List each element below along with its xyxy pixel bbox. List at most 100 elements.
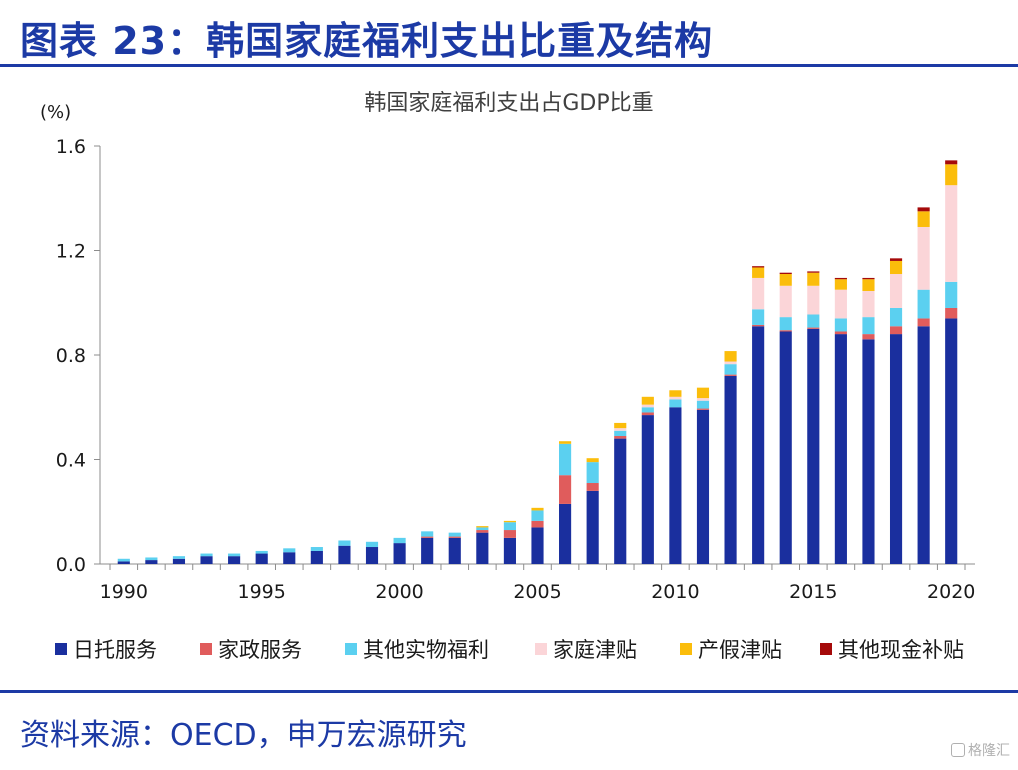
bar-segment-6 [807,271,820,273]
bar-segment-2 [752,324,765,327]
bar-segment-1 [283,552,296,564]
legend-label: 其他实物福利 [363,638,489,662]
bar-segment-3 [310,547,323,551]
bar-segment-6 [862,277,875,280]
bar-segment-1 [889,334,903,564]
x-tick-label: 2010 [651,581,699,603]
x-axis-ticks: 1990 1995 2000 2005 2010 2015 2020 [100,564,975,603]
legend-swatch [680,643,692,655]
y-axis-ticks: 0.0 0.4 0.8 1.2 1.6 [56,136,100,576]
bar-segment-1 [503,537,516,564]
bar-segment-5 [889,260,903,275]
bar-segment-3 [807,314,820,328]
bar-segment-1 [641,415,654,564]
bar-segment-4 [917,226,930,290]
bar-segment-4 [889,274,903,308]
legend: 日托服务 家政服务 其他实物福利 家庭津贴 产假津贴 其他现金补贴 [55,638,964,662]
bar-segment-5 [834,279,847,290]
bar-segment-2 [862,334,875,340]
bar-segment-1 [834,334,847,564]
bar-segment-2 [696,408,710,410]
bar-segment-3 [614,430,627,436]
bar-segment-2 [614,435,627,439]
legend-swatch [345,643,357,655]
source-note: 资料来源：OECD，申万宏源研究 [20,718,467,753]
bar-segment-1 [862,339,875,564]
bar-segment-5 [752,267,765,278]
bar-segment-2 [531,520,544,528]
bar-segment-1 [255,553,268,564]
legend-swatch [535,643,547,655]
watermark-text: 格隆汇 [968,743,1010,759]
bar-segment-3 [889,307,903,327]
bar-segment-3 [834,318,847,332]
bar-segment-3 [117,558,130,562]
bar-segment-5 [669,390,682,397]
page-title: 图表 23：韩国家庭福利支出比重及结构 [20,19,714,63]
bar-segment-3 [945,281,958,308]
bar-segment-5 [531,507,544,511]
bar-segment-2 [476,530,489,533]
bar-segment-2 [724,374,737,376]
bar-segment-6 [752,266,765,268]
bar-segment-4 [807,285,820,315]
bar-segment-2 [834,331,847,335]
bar-segment-3 [145,557,158,561]
watermark-logo-icon [951,743,965,757]
bar-segment-2 [448,536,461,538]
x-tick-label: 2000 [375,581,423,603]
y-tick-label: 1.2 [56,241,86,263]
bar-segment-1 [779,331,792,564]
bar-segment-3 [393,537,406,544]
legend-swatch [55,643,67,655]
legend-label: 产假津贴 [698,638,782,662]
bar-segment-4 [862,290,875,318]
bar-segment-1 [421,537,434,564]
bar-segment-4 [641,404,654,408]
bar-segment-3 [338,540,351,546]
bar-segment-1 [696,409,710,564]
legend-swatch [820,643,832,655]
bar-segment-6 [889,258,903,261]
bar-segment-1 [752,326,765,564]
bar-segment-3 [228,553,241,557]
bar-segment-5 [917,211,930,227]
bar-segment-5 [559,441,572,444]
bar-segment-5 [724,351,737,362]
legend-label: 日托服务 [73,638,157,662]
bar-segment-2 [917,318,930,327]
bar-segment-5 [945,164,958,186]
bar-segment-3 [917,289,930,319]
bar-segment-3 [559,443,572,476]
bar-segment-3 [696,400,710,409]
bar-segment-1 [531,527,544,564]
bar-segment-2 [945,307,958,319]
bar-segment-5 [503,520,516,523]
bar-segment-3 [503,522,516,531]
bar-segment-5 [862,279,875,291]
bar-segment-1 [338,545,351,564]
bar-segment-1 [117,561,130,564]
bar-segment-3 [283,548,296,553]
bar-segment-6 [945,160,958,165]
bar-segment-4 [696,398,710,401]
bar-segment-3 [255,550,268,554]
bar-segment-4 [614,428,627,431]
title-rule [0,64,1018,67]
chart-title: 韩国家庭福利支出占GDP比重 [364,91,653,116]
bar-segment-3 [862,317,875,335]
y-tick-label: 0.4 [56,450,86,472]
bar-segment-6 [917,207,930,212]
bar-segment-6 [779,272,792,275]
y-axis-unit-label: (%) [40,102,71,123]
bar-segment-2 [779,330,792,332]
bar-stacks [117,160,958,564]
bar-segment-4 [945,185,958,282]
bar-segment-5 [476,526,489,528]
bar-segment-2 [559,475,572,504]
bar-segment-3 [421,531,434,537]
bar-segment-5 [641,396,654,405]
bar-segment-2 [641,412,654,416]
legend-swatch [200,643,212,655]
bar-segment-4 [834,289,847,319]
